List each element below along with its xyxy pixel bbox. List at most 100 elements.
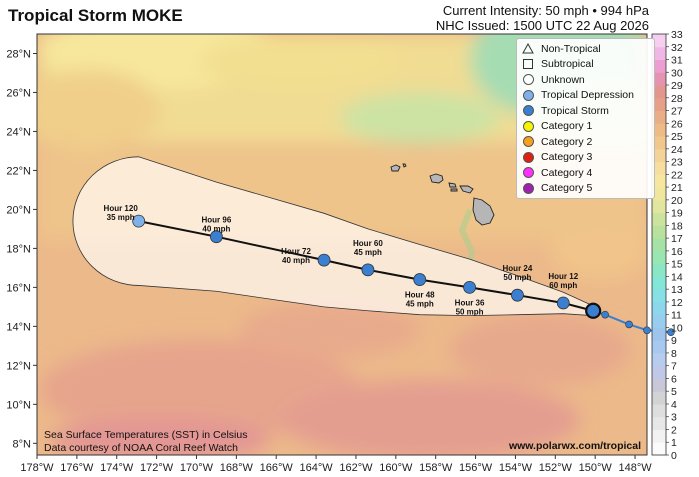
colorbar-label: 5 (671, 386, 677, 398)
colorbar-segment (652, 174, 666, 188)
colorbar-segment (652, 161, 666, 175)
colorbar-segment (652, 85, 666, 99)
colorbar-label: 30 (671, 67, 683, 79)
colorbar-segment (652, 442, 666, 456)
colorbar-label: 12 (671, 297, 683, 309)
legend-item: Subtropical (521, 57, 650, 73)
forecast-point[interactable] (413, 273, 427, 286)
forecast-point[interactable] (317, 253, 331, 267)
current-position-marker[interactable] (585, 302, 602, 319)
colorbar-segment (652, 314, 666, 328)
colorbar-label: 17 (671, 233, 683, 245)
circle-icon (521, 73, 535, 87)
site-url[interactable]: www.polarwx.com/tropical (508, 440, 641, 452)
legend-item: Category 3 (521, 150, 650, 166)
forecast-point[interactable] (511, 288, 524, 302)
forecast-wind-label: 50 mph (503, 273, 531, 282)
forecast-cone (72, 156, 594, 317)
sst-credit-line2: Data courtesy of NOAA Coral Reef Watch (44, 442, 238, 454)
colorbar-label: 11 (671, 310, 682, 322)
forecast-point[interactable] (463, 280, 476, 294)
lon-tick-label: 162°W (339, 462, 373, 474)
lat-tick-label: 12°N (6, 360, 31, 372)
lon-tick-label: 164°W (300, 462, 334, 474)
colorbar-segment (652, 212, 666, 226)
colorbar-segment (652, 187, 666, 201)
colorbar-label: 2 (671, 424, 677, 436)
past-track-point (625, 320, 633, 329)
colorbar-segment (652, 378, 666, 392)
lat-tick-label: 20°N (6, 204, 31, 216)
past-track-point (643, 326, 651, 335)
hawaiian-islands (390, 163, 495, 226)
forecast-hour-label: Hour 24 (503, 264, 533, 273)
colorbar-label: 24 (671, 144, 683, 156)
colorbar-segment (652, 72, 666, 86)
colorbar-segment (652, 123, 666, 137)
lat-tick-label: 24°N (6, 126, 31, 138)
colorbar-segment (652, 327, 666, 341)
colorbar-label: 22 (671, 169, 683, 181)
lon-tick-label: 156°W (459, 462, 493, 474)
lon-tick-label: 152°W (539, 462, 573, 474)
lon-tick-label: 168°W (220, 462, 254, 474)
colorbar-segment (652, 276, 666, 290)
colorbar-segment (652, 34, 666, 48)
colorbar-label: 4 (671, 399, 677, 411)
axis-ticks: 28°N 26°N 24°N 22°N 20°N 18°N 16°N 14°N 12°N 10°N… (6, 48, 652, 474)
colorbar-segment (652, 225, 666, 239)
colorbar-label: 25 (671, 131, 683, 143)
legend-item: Tropical Storm (521, 103, 650, 119)
lon-tick-label: 150°W (579, 462, 613, 474)
legend-item: Unknown (521, 72, 650, 88)
forecast-hour-label: Hour 12 (548, 272, 578, 281)
colorbar-segment (652, 301, 666, 316)
lat-tick-label: 14°N (6, 321, 31, 333)
lon-tick-label: 178°W (20, 462, 54, 474)
legend-label: Category 1 (541, 120, 593, 133)
lat-tick-label: 18°N (6, 243, 31, 255)
colorbar-segment (652, 148, 666, 163)
forecast-hour-label: Hour 48 (405, 291, 435, 300)
lon-tick-label: 172°W (140, 462, 174, 474)
map-title: Tropical Storm MOKE (8, 6, 183, 25)
colorbar-label: 32 (671, 42, 683, 54)
forecast-wind-label: 40 mph (282, 256, 310, 265)
circle-icon (521, 150, 535, 164)
circle-icon (521, 119, 535, 133)
colorbar-label: 21 (671, 182, 683, 194)
colorbar-label: 19 (671, 208, 683, 220)
lat-tick-label: 16°N (6, 282, 31, 294)
lon-tick-label: 158°W (419, 462, 453, 474)
legend-item: Non-Tropical (521, 41, 650, 57)
legend-label: Category 3 (541, 151, 593, 164)
forecast-point[interactable] (132, 214, 146, 228)
colorbar-label: 0 (671, 450, 677, 462)
forecast-wind-label: 60 mph (549, 281, 577, 290)
colorbar-label: 27 (671, 106, 683, 118)
lon-tick-label: 166°W (260, 462, 294, 474)
lat-tick-label: 26°N (6, 87, 31, 99)
forecast-point[interactable] (361, 263, 375, 277)
colorbar-segment (652, 391, 666, 405)
forecast-point[interactable] (210, 230, 223, 244)
forecast-hour-label: Hour 72 (281, 247, 311, 256)
current-intensity: Current Intensity: 50 mph • 994 hPa (442, 3, 649, 18)
legend-label: Tropical Depression (541, 89, 634, 102)
cone-of-uncertainty (72, 156, 594, 317)
legend-item: Category 2 (521, 134, 650, 150)
square-icon (521, 57, 535, 71)
legend-item: Category 1 (521, 119, 650, 135)
colorbar-label: 31 (671, 55, 683, 67)
forecast-point[interactable] (556, 296, 570, 310)
circle-icon (521, 181, 535, 195)
lon-tick-label: 174°W (100, 462, 134, 474)
colorbar-label: 26 (671, 118, 683, 130)
colorbar-label: 33 (671, 29, 683, 41)
colorbar-label: 20 (671, 195, 683, 207)
forecast-wind-label: 35 mph (107, 213, 135, 222)
forecast-wind-label: 45 mph (354, 248, 382, 257)
lat-tick-label: 28°N (6, 48, 31, 60)
colorbar-label: 7 (671, 361, 677, 373)
